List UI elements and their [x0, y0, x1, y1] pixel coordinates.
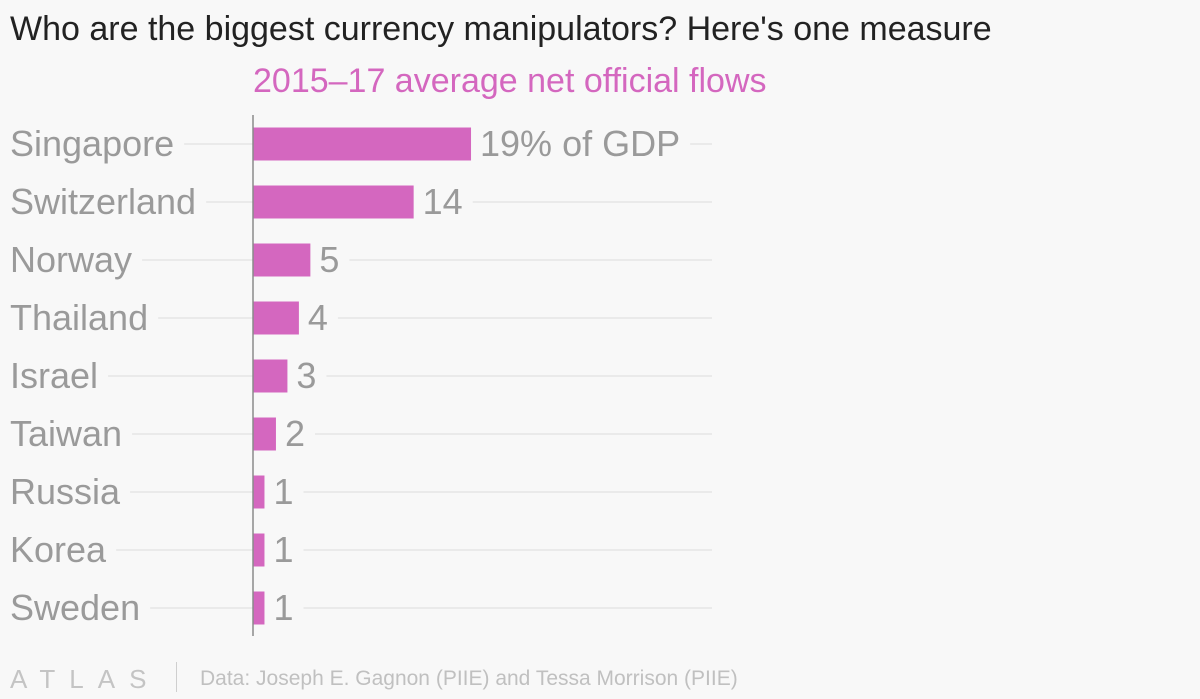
bar-russia [253, 475, 265, 509]
value-label-thailand: 4 [308, 297, 328, 338]
data-source: Data: Joseph E. Gagnon (PIIE) and Tessa … [200, 667, 738, 690]
value-label-norway: 5 [319, 239, 339, 280]
bar-singapore [253, 127, 472, 161]
value-label-singapore: 19% of GDP [480, 123, 680, 164]
chart-subtitle: 2015–17 average net official flows [253, 62, 767, 100]
category-label-russia: Russia [10, 471, 121, 512]
bar-korea [253, 533, 265, 567]
value-label-sweden: 1 [273, 587, 293, 628]
category-label-taiwan: Taiwan [10, 413, 122, 454]
category-label-switzerland: Switzerland [10, 181, 196, 222]
category-label-thailand: Thailand [10, 297, 148, 338]
bar-norway [253, 243, 311, 277]
value-label-russia: 1 [273, 471, 293, 512]
bar-switzerland [253, 185, 414, 219]
value-label-taiwan: 2 [285, 413, 305, 454]
atlas-logo[interactable]: ATLAS [10, 664, 161, 694]
footer-divider [176, 662, 177, 692]
category-label-singapore: Singapore [10, 123, 174, 164]
chart-title: Who are the biggest currency manipulator… [10, 10, 992, 48]
category-label-israel: Israel [10, 355, 98, 396]
category-label-korea: Korea [10, 529, 107, 570]
bar-thailand [253, 301, 299, 335]
value-label-korea: 1 [273, 529, 293, 570]
category-label-norway: Norway [10, 239, 132, 280]
bar-sweden [253, 591, 265, 625]
value-label-israel: 3 [296, 355, 316, 396]
value-label-switzerland: 14 [423, 181, 463, 222]
bar-israel [253, 359, 288, 393]
category-label-sweden: Sweden [10, 587, 140, 628]
bar-taiwan [253, 417, 276, 451]
